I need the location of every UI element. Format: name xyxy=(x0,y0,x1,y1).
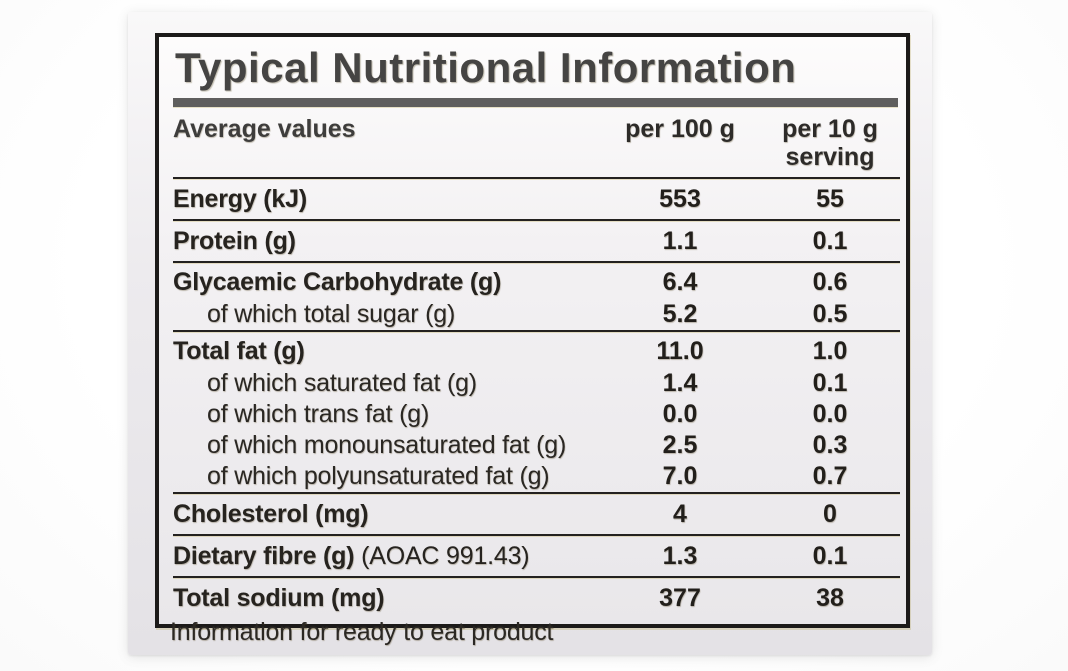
column-header-per-100g: per 100 g xyxy=(600,115,760,143)
row-label: of which saturated fat (g) xyxy=(207,369,477,397)
row-label: Glycaemic Carbohydrate (g) xyxy=(173,268,502,296)
row-value-per-10g: 0 xyxy=(823,499,837,528)
table-row-total-fat: Total fat (g) 11.0 1.0 xyxy=(173,332,900,368)
table-row-trans-fat: of which trans fat (g) 0.0 0.0 xyxy=(173,399,900,430)
table-row-total-sugar: of which total sugar (g) 5.2 0.5 xyxy=(173,299,900,330)
table-row-dietary-fibre: Dietary fibre (g) (AOAC 991.43) 1.3 0.1 xyxy=(173,536,900,576)
row-separator xyxy=(173,219,900,221)
row-separator xyxy=(173,492,900,494)
column-header-per-10g-line2: serving xyxy=(785,143,875,171)
column-header-average-values: Average values xyxy=(173,115,356,143)
table-row-protein: Protein (g) 1.1 0.1 xyxy=(173,221,900,261)
table-row-saturated-fat: of which saturated fat (g) 1.4 0.1 xyxy=(173,368,900,399)
row-label: Energy (kJ) xyxy=(173,184,307,213)
row-label: Total sodium (mg) xyxy=(173,583,385,612)
row-label-note: (AOAC 991.43) xyxy=(361,541,530,570)
row-label-main: Dietary fibre (g) xyxy=(173,541,355,570)
row-separator xyxy=(173,330,900,332)
row-value-per-100g: 1.4 xyxy=(662,369,698,397)
page-title: Typical Nutritional Information xyxy=(175,44,797,91)
row-label: Total fat (g) xyxy=(173,337,305,365)
row-label: Protein (g) xyxy=(173,226,296,255)
row-value-per-10g: 0.1 xyxy=(812,226,848,255)
table-row-energy: Energy (kJ) 553 55 xyxy=(173,179,900,219)
nutrition-table-box: Typical Nutritional Information Average … xyxy=(155,33,910,628)
row-value-per-100g: 2.5 xyxy=(662,431,698,459)
table-row-monounsaturated-fat: of which monounsaturated fat (g) 2.5 0.3 xyxy=(173,430,900,461)
table-row-polyunsaturated-fat: of which polyunsaturated fat (g) 7.0 0.7 xyxy=(173,461,900,492)
row-value-per-10g: 0.7 xyxy=(812,462,848,490)
footer-note: Information for ready to eat product xyxy=(170,618,554,646)
row-value-per-10g: 0.5 xyxy=(812,300,848,328)
row-separator xyxy=(173,261,900,263)
row-value-per-10g: 0.0 xyxy=(812,400,848,428)
row-value-per-100g: 1.3 xyxy=(662,541,698,570)
row-label: of which polyunsaturated fat (g) xyxy=(207,462,550,490)
row-value-per-100g: 7.0 xyxy=(662,462,698,490)
row-separator xyxy=(173,177,900,179)
row-label: Cholesterol (mg) xyxy=(173,499,369,528)
title-divider-bar xyxy=(173,98,898,107)
row-value-per-10g: 0.1 xyxy=(812,541,848,570)
row-value-per-100g: 4 xyxy=(673,499,687,528)
table-header-row: Average values per 100 g per 10 g servin… xyxy=(173,107,900,177)
row-value-per-100g: 6.4 xyxy=(662,268,698,296)
row-value-per-100g: 5.2 xyxy=(662,300,698,328)
row-label: Dietary fibre (g) (AOAC 991.43) xyxy=(173,542,600,571)
row-separator xyxy=(173,576,900,578)
row-label: of which monounsaturated fat (g) xyxy=(207,431,567,459)
row-value-per-10g: 0.1 xyxy=(812,369,848,397)
row-value-per-10g: 38 xyxy=(816,583,844,612)
row-value-per-100g: 377 xyxy=(659,583,701,612)
column-header-per-100g-text: per 100 g xyxy=(625,115,735,143)
column-header-per-10g-serving: per 10 g serving xyxy=(760,115,900,171)
row-label: of which total sugar (g) xyxy=(207,300,456,328)
row-value-per-100g: 1.1 xyxy=(662,226,698,255)
column-header-per-10g-line1: per 10 g xyxy=(782,115,878,143)
row-value-per-10g: 0.6 xyxy=(812,268,848,296)
table-row-cholesterol: Cholesterol (mg) 4 0 xyxy=(173,494,900,534)
row-value-per-10g: 1.0 xyxy=(812,337,848,365)
nutrition-label-sheet: Typical Nutritional Information Average … xyxy=(128,12,932,655)
table-row-carbohydrate: Glycaemic Carbohydrate (g) 6.4 0.6 xyxy=(173,263,900,299)
row-label: of which trans fat (g) xyxy=(207,400,430,428)
row-value-per-100g: 0.0 xyxy=(662,400,698,428)
row-value-per-100g: 11.0 xyxy=(656,337,704,365)
row-value-per-100g: 553 xyxy=(659,184,701,213)
table-row-total-sodium: Total sodium (mg) 377 38 xyxy=(173,578,900,618)
row-value-per-10g: 55 xyxy=(816,184,844,213)
row-value-per-10g: 0.3 xyxy=(812,431,848,459)
row-separator xyxy=(173,534,900,536)
